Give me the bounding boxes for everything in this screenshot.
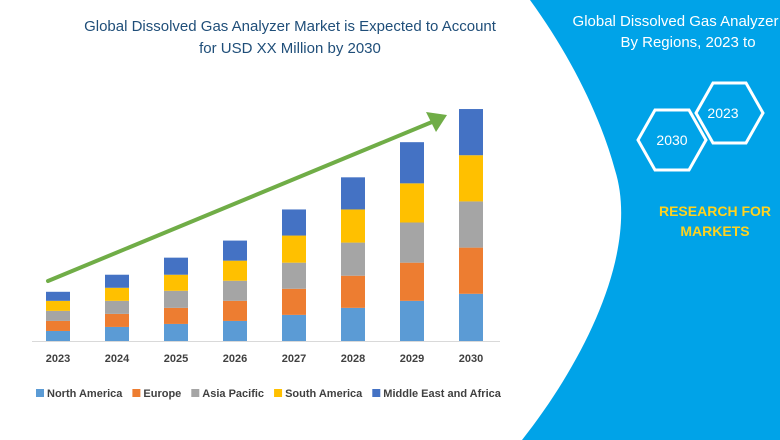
legend-swatch-north-america xyxy=(36,389,44,397)
legend-label-europe: Europe xyxy=(143,388,181,400)
bar-2030-asia-pacific xyxy=(459,201,483,248)
legend-swatch-south-america xyxy=(274,389,283,397)
bar-2024-asia-pacific xyxy=(105,300,129,314)
bar-2025-middle-east-and-africa xyxy=(164,257,188,275)
x-tick-label-2030: 2030 xyxy=(459,353,483,365)
bar-2027-middle-east-and-africa xyxy=(282,209,306,236)
bar-2030-europe xyxy=(459,247,483,294)
bar-2023-middle-east-and-africa xyxy=(46,291,70,301)
bar-2029-north-america xyxy=(400,300,424,341)
bar-2028-asia-pacific xyxy=(341,242,365,276)
legend-swatch-europe xyxy=(132,389,141,397)
chart-title: Global Dissolved Gas Analyzer Market is … xyxy=(40,16,540,60)
bar-2025-europe xyxy=(164,307,188,324)
bar-2024-europe xyxy=(105,313,129,327)
legend-swatch-asia-pacific xyxy=(191,389,200,397)
chart-title-line-2: for USD XX Million by 2030 xyxy=(199,40,381,57)
x-tick-label-2026: 2026 xyxy=(223,353,247,365)
bar-2023-europe xyxy=(46,320,70,331)
x-tick-label-2023: 2023 xyxy=(46,353,70,365)
bar-2029-asia-pacific xyxy=(400,222,424,263)
legend-label-asia-pacific: Asia Pacific xyxy=(202,388,264,400)
legend-swatch-middle-east-and-africa xyxy=(372,389,381,397)
bar-2024-middle-east-and-africa xyxy=(105,274,129,288)
bar-2027-europe xyxy=(282,288,306,315)
bar-2026-asia-pacific xyxy=(223,280,247,301)
x-tick-label-2029: 2029 xyxy=(400,353,424,365)
bar-2025-north-america xyxy=(164,323,188,341)
bar-2024-south-america xyxy=(105,287,129,301)
bar-2024-north-america xyxy=(105,326,129,341)
chart-title-line-1: Global Dissolved Gas Analyzer Market is … xyxy=(84,18,496,35)
legend-label-south-america: South America xyxy=(285,388,363,400)
bar-2026-europe xyxy=(223,300,247,321)
trend-arrow-line xyxy=(46,120,434,283)
bar-2030-middle-east-and-africa xyxy=(459,109,483,156)
bar-2023-asia-pacific xyxy=(46,310,70,321)
bar-2027-north-america xyxy=(282,314,306,341)
bar-2026-north-america xyxy=(223,320,247,341)
bar-2029-europe xyxy=(400,262,424,301)
trend-arrow-head xyxy=(426,112,447,132)
x-tick-label-2024: 2024 xyxy=(105,353,130,365)
bar-2030-north-america xyxy=(459,293,483,341)
bar-2026-middle-east-and-africa xyxy=(223,240,247,261)
x-tick-label-2027: 2027 xyxy=(282,353,306,365)
bar-2029-south-america xyxy=(400,183,424,223)
bar-2028-north-america xyxy=(341,307,365,341)
bar-2027-asia-pacific xyxy=(282,262,306,289)
bar-2023-south-america xyxy=(46,300,70,311)
bar-2028-europe xyxy=(341,275,365,308)
bar-2023-north-america xyxy=(46,330,70,341)
x-tick-label-2028: 2028 xyxy=(341,353,365,365)
bar-2028-south-america xyxy=(341,209,365,243)
bar-2029-middle-east-and-africa xyxy=(400,142,424,184)
legend-label-middle-east-and-africa: Middle East and Africa xyxy=(383,388,501,400)
x-tick-label-2025: 2025 xyxy=(164,353,188,365)
bar-2028-middle-east-and-africa xyxy=(341,177,365,210)
bar-2025-south-america xyxy=(164,274,188,291)
bar-2026-south-america xyxy=(223,260,247,281)
bar-2027-south-america xyxy=(282,235,306,263)
bar-2030-south-america xyxy=(459,155,483,202)
legend-label-north-america: North America xyxy=(47,388,123,400)
bar-2025-asia-pacific xyxy=(164,290,188,308)
